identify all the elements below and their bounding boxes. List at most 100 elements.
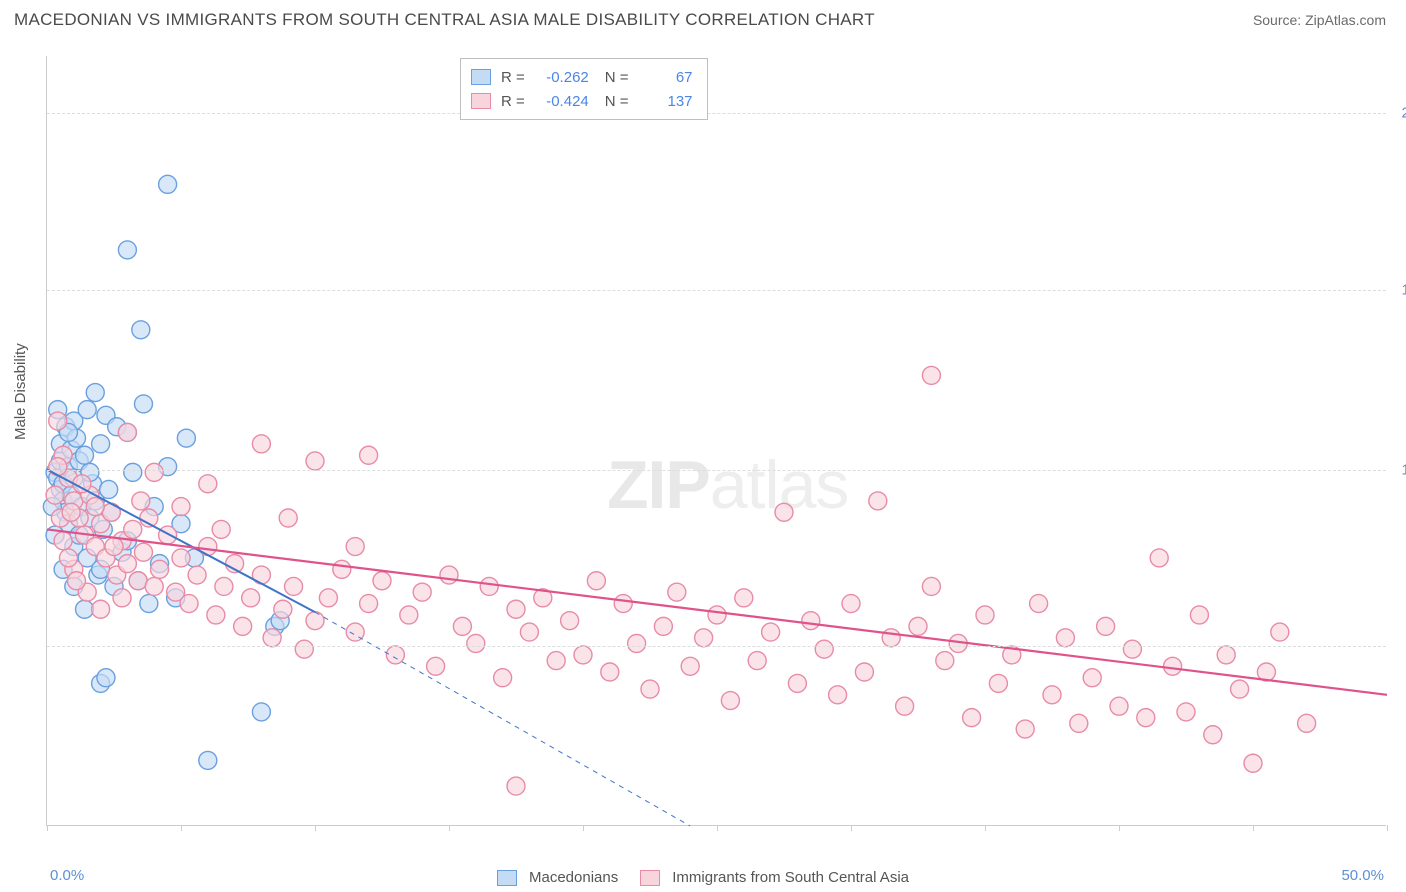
data-point (574, 646, 592, 664)
data-point (100, 480, 118, 498)
x-tick (181, 825, 182, 831)
data-point (1070, 714, 1088, 732)
data-point (561, 612, 579, 630)
data-point (118, 241, 136, 259)
data-point (494, 669, 512, 687)
data-point (762, 623, 780, 641)
legend-item-series2: Immigrants from South Central Asia (640, 869, 909, 886)
gridline-h (47, 113, 1386, 114)
data-point (748, 652, 766, 670)
data-point (413, 583, 431, 601)
x-tick (985, 825, 986, 831)
data-point (1177, 703, 1195, 721)
data-point (295, 640, 313, 658)
data-point (681, 657, 699, 675)
scatter-svg (47, 56, 1386, 825)
legend-item-series1: Macedonians (497, 869, 618, 886)
data-point (132, 321, 150, 339)
data-point (129, 572, 147, 590)
data-point (695, 629, 713, 647)
data-point (124, 463, 142, 481)
data-point (1043, 686, 1061, 704)
data-point (842, 595, 860, 613)
data-point (274, 600, 292, 618)
data-point (1016, 720, 1034, 738)
data-point (440, 566, 458, 584)
data-point (507, 777, 525, 795)
data-point (252, 703, 270, 721)
data-point (829, 686, 847, 704)
data-point (78, 401, 96, 419)
chart-header: MACEDONIAN VS IMMIGRANTS FROM SOUTH CENT… (0, 0, 1406, 38)
data-point (1123, 640, 1141, 658)
data-point (54, 532, 72, 550)
data-point (132, 492, 150, 510)
data-point (177, 429, 195, 447)
data-point (118, 555, 136, 573)
legend: Macedonians Immigrants from South Centra… (0, 869, 1406, 886)
data-point (1271, 623, 1289, 641)
data-point (721, 692, 739, 710)
plot-area: ZIPatlas 6.3%12.5%18.8%25.0% (46, 56, 1386, 826)
chart-title: MACEDONIAN VS IMMIGRANTS FROM SOUTH CENT… (14, 10, 875, 30)
data-point (654, 617, 672, 635)
data-point (172, 549, 190, 567)
x-tick (851, 825, 852, 831)
data-point (172, 498, 190, 516)
data-point (306, 452, 324, 470)
data-point (989, 674, 1007, 692)
trend-line (47, 529, 1387, 694)
data-point (92, 600, 110, 618)
data-point (134, 543, 152, 561)
data-point (922, 577, 940, 595)
data-point (1298, 714, 1316, 732)
data-point (1204, 726, 1222, 744)
data-point (373, 572, 391, 590)
data-point (212, 520, 230, 538)
data-point (735, 589, 753, 607)
data-point (963, 709, 981, 727)
data-point (252, 435, 270, 453)
legend-swatch-series1 (497, 870, 517, 886)
data-point (49, 412, 67, 430)
data-point (113, 589, 131, 607)
x-tick (315, 825, 316, 831)
x-tick (1253, 825, 1254, 831)
data-point (76, 600, 94, 618)
data-point (922, 366, 940, 384)
data-point (263, 629, 281, 647)
data-point (105, 538, 123, 556)
data-point (1164, 657, 1182, 675)
data-point (641, 680, 659, 698)
chart-source: Source: ZipAtlas.com (1253, 12, 1386, 28)
data-point (59, 549, 77, 567)
stats-row-series2: R = -0.424 N = 137 (471, 89, 693, 113)
y-axis-label: Male Disability (12, 343, 29, 440)
data-point (92, 435, 110, 453)
data-point (145, 463, 163, 481)
data-point (86, 498, 104, 516)
x-tick (583, 825, 584, 831)
data-point (159, 175, 177, 193)
data-point (507, 600, 525, 618)
data-point (1217, 646, 1235, 664)
swatch-series1 (471, 69, 491, 85)
data-point (279, 509, 297, 527)
data-point (145, 577, 163, 595)
data-point (587, 572, 605, 590)
data-point (1056, 629, 1074, 647)
data-point (62, 503, 80, 521)
data-point (306, 612, 324, 630)
data-point (869, 492, 887, 510)
x-tick (1387, 825, 1388, 831)
data-point (1244, 754, 1262, 772)
data-point (1083, 669, 1101, 687)
data-point (207, 606, 225, 624)
data-point (815, 640, 833, 658)
data-point (199, 475, 217, 493)
data-point (547, 652, 565, 670)
data-point (386, 646, 404, 664)
data-point (1030, 595, 1048, 613)
data-point (319, 589, 337, 607)
y-tick-label: 12.5% (1401, 461, 1406, 478)
